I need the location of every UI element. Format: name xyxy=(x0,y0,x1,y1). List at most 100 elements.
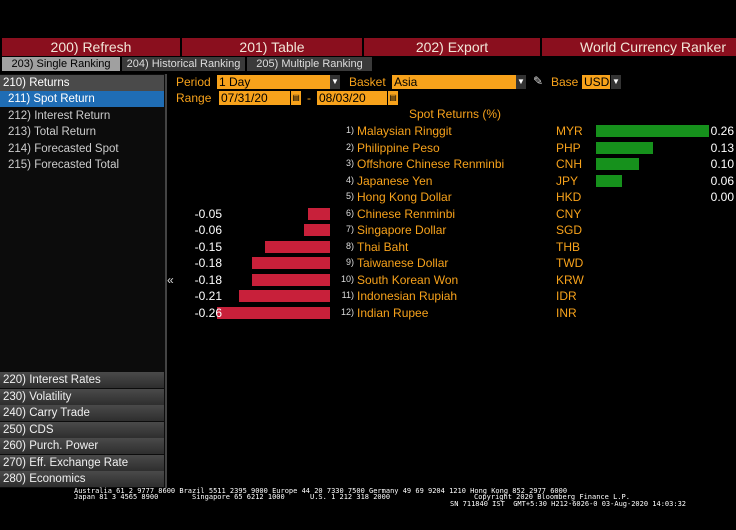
footer-line: Australia 61 2 9777 8600 Brazil 5511 239… xyxy=(74,487,568,495)
currency-name: Japanese Yen xyxy=(357,173,433,188)
currency-code: JPY xyxy=(556,173,579,188)
menu-item[interactable]: 212) Interest Return xyxy=(8,109,111,122)
menu-item[interactable]: 215) Forecasted Total xyxy=(8,159,120,171)
bar xyxy=(217,306,330,319)
tab[interactable]: 203) Single Ranking xyxy=(2,57,120,71)
currency-code: HKD xyxy=(556,190,582,204)
currency-code: PHP xyxy=(556,140,581,155)
menu-section[interactable]: 250) CDS xyxy=(0,421,164,438)
range-label: Range xyxy=(176,91,212,105)
currency-name: Malaysian Ringgit xyxy=(357,124,452,138)
base-dropdown[interactable]: USD xyxy=(582,75,610,89)
currency-name: Hong Kong Dollar xyxy=(357,190,452,204)
calendar-icon[interactable]: ▤ xyxy=(388,91,398,105)
dropdown-arrow[interactable]: ▼ xyxy=(516,75,526,89)
status-line: SN 711840 IST GMT+5:30 H212-6026-0 03-Au… xyxy=(450,500,687,508)
rank: 12) xyxy=(340,306,354,317)
rank: 3) xyxy=(345,158,354,168)
currency-code: THB xyxy=(556,239,580,254)
rank: 10) xyxy=(340,273,354,284)
period-label: Period xyxy=(176,75,211,89)
currency-name: Philippine Peso xyxy=(357,140,440,155)
basket-label: Basket xyxy=(349,75,386,89)
currency-name: Singapore Dollar xyxy=(357,223,447,237)
menu-section[interactable]: 260) Purch. Power xyxy=(0,438,164,454)
bar xyxy=(596,125,709,137)
menu-item[interactable]: 211) Spot Return xyxy=(0,91,164,107)
bar xyxy=(238,290,330,302)
collapse-icon[interactable]: « xyxy=(167,273,174,287)
screen-title: World Currency Ranker xyxy=(542,38,736,56)
menu-item[interactable]: 213) Total Return xyxy=(8,126,97,138)
value-label: 0.13 xyxy=(710,140,734,155)
tab[interactable]: 204) Historical Ranking xyxy=(122,57,245,71)
table-button[interactable]: 201) Table xyxy=(182,38,362,56)
export-button[interactable]: 202) Export xyxy=(364,38,540,56)
range-start[interactable]: 07/31/20 xyxy=(219,91,290,105)
base-label: Base xyxy=(551,75,579,89)
rank: 9) xyxy=(345,257,354,267)
rank: 6) xyxy=(345,207,354,218)
bar xyxy=(596,158,640,170)
currency-name: Taiwanese Dollar xyxy=(357,256,449,270)
menu-item[interactable]: 214) Forecasted Spot xyxy=(8,142,119,155)
currency-code: TWD xyxy=(556,256,584,270)
currency-code: MYR xyxy=(556,124,583,138)
value-label: 0.10 xyxy=(710,157,734,171)
menu-header[interactable]: 210) Returns xyxy=(0,75,164,91)
currency-name: Chinese Renminbi xyxy=(357,206,456,221)
value-label: -0.21 xyxy=(194,289,222,303)
bar xyxy=(303,224,330,236)
rank: 11) xyxy=(341,290,354,300)
menu-section[interactable]: 270) Eff. Exchange Rate xyxy=(0,454,164,471)
rank: 7) xyxy=(345,224,354,234)
dropdown-arrow[interactable]: ▼ xyxy=(611,75,621,89)
footer-line: Japan 81 3 4565 8900 Singapore 65 6212 1… xyxy=(74,493,391,501)
menu-section[interactable]: 220) Interest Rates xyxy=(0,372,164,388)
currency-code: IDR xyxy=(556,289,577,303)
rank: 2) xyxy=(345,141,354,152)
range-end[interactable]: 08/03/20 xyxy=(317,91,387,105)
rank: 8) xyxy=(345,240,354,251)
bar xyxy=(251,273,330,286)
bar xyxy=(308,207,330,220)
rank: 1) xyxy=(345,125,354,135)
calendar-icon[interactable]: ▤ xyxy=(291,91,301,105)
value-label: -0.26 xyxy=(194,305,222,320)
menu-section[interactable]: 280) Economics xyxy=(0,471,164,487)
refresh-button[interactable]: 200) Refresh xyxy=(2,38,180,56)
value-label: 0.06 xyxy=(710,173,734,188)
value-label: -0.18 xyxy=(194,272,222,287)
currency-name: South Korean Won xyxy=(357,272,459,287)
currency-code: CNH xyxy=(556,157,582,171)
bar xyxy=(264,240,330,253)
currency-code: KRW xyxy=(556,272,584,287)
currency-name: Offshore Chinese Renminbi xyxy=(357,157,505,171)
currency-name: Indonesian Rupiah xyxy=(357,289,458,303)
value-label: -0.15 xyxy=(194,239,222,254)
menu-section[interactable]: 230) Volatility xyxy=(0,388,164,405)
value-label: -0.18 xyxy=(194,256,222,270)
currency-name: Indian Rupee xyxy=(357,305,429,320)
basket-dropdown[interactable]: Asia xyxy=(392,75,516,89)
rank: 4) xyxy=(345,174,354,185)
value-label: -0.06 xyxy=(194,223,222,237)
dropdown-arrow[interactable]: ▼ xyxy=(330,75,340,89)
edit-icon[interactable]: ✎ xyxy=(533,74,544,88)
rank: 5) xyxy=(345,191,354,201)
period-dropdown[interactable]: 1 Day xyxy=(217,75,330,89)
value-label: -0.05 xyxy=(194,206,222,221)
currency-name: Thai Baht xyxy=(357,239,409,254)
tab[interactable]: 205) Multiple Ranking xyxy=(247,57,372,71)
copyright: Copyright 2020 Bloomberg Finance L.P. xyxy=(474,493,630,501)
currency-code: INR xyxy=(556,305,577,320)
chart-title: Spot Returns (%) xyxy=(408,107,502,121)
currency-code: CNY xyxy=(556,206,582,221)
bar xyxy=(596,174,623,187)
value-label: 0.00 xyxy=(710,190,734,204)
bar xyxy=(251,257,330,269)
currency-code: SGD xyxy=(556,223,583,237)
value-label: 0.26 xyxy=(710,124,734,138)
menu-section[interactable]: 240) Carry Trade xyxy=(0,405,164,421)
